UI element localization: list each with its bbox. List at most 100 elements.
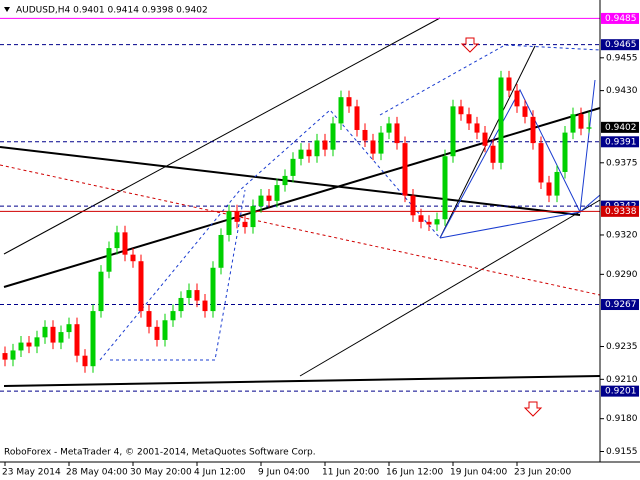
candle-body <box>250 206 256 228</box>
candle-body <box>154 326 160 340</box>
candle-body <box>458 106 464 115</box>
y-tick-label: 0.9180 <box>606 414 638 424</box>
candle-body <box>394 123 400 144</box>
candle-body <box>434 219 440 225</box>
level-label-box <box>601 12 639 24</box>
wave-line <box>99 109 441 361</box>
level-label-box <box>601 121 639 133</box>
down-arrow <box>460 37 480 53</box>
candle-body <box>370 140 376 154</box>
candle-body <box>522 106 528 117</box>
trend-line <box>0 146 581 216</box>
y-tick-label: 0.9455 <box>606 53 638 63</box>
y-tick-label: 0.9320 <box>606 230 638 240</box>
candle-body <box>18 342 24 351</box>
candle-body <box>578 114 584 129</box>
wave-line <box>110 189 246 361</box>
candle-body <box>130 254 136 262</box>
x-tick-label: 30 May 20:00 <box>130 468 192 478</box>
levels <box>0 17 600 392</box>
candle-body <box>274 185 280 201</box>
level-label: 0.9391 <box>605 137 637 147</box>
candle-body <box>346 97 352 107</box>
level-label: 0.9338 <box>605 207 637 217</box>
candle-body <box>202 300 208 312</box>
x-tick-label: 11 Jun 20:00 <box>322 468 379 478</box>
x-tick-label: 28 May 04:00 <box>66 468 128 478</box>
candle-body <box>554 171 560 196</box>
candle-body <box>50 326 56 343</box>
candle-body <box>450 106 456 157</box>
candle-body <box>162 320 168 340</box>
x-tick-label: 4 Jun 12:00 <box>194 468 246 478</box>
candle-body <box>530 116 536 144</box>
x-tick-label: 19 Jun 04:00 <box>450 468 507 478</box>
candle-body <box>474 123 480 133</box>
candle-body <box>186 290 192 298</box>
candle-body <box>82 355 88 367</box>
chart-title: AUDUSD,H4 0.9401 0.9414 0.9398 0.9402 <box>16 6 208 16</box>
candle-body <box>58 332 64 343</box>
candle-body <box>98 271 104 312</box>
candle-body <box>354 106 360 130</box>
y-tick-label: 0.9235 <box>606 342 638 352</box>
candle-body <box>506 77 512 91</box>
support-line <box>0 164 601 296</box>
candle-body <box>546 182 552 196</box>
candle-body <box>442 156 448 220</box>
channel-line <box>299 199 601 377</box>
down-arrow <box>523 401 543 417</box>
candle-body <box>170 311 176 321</box>
candle-body <box>322 140 328 150</box>
candle-body <box>146 311 152 327</box>
candle-body <box>330 123 336 150</box>
candle-body <box>402 143 408 196</box>
level-label: 0.9485 <box>605 14 637 24</box>
candle-body <box>338 97 344 124</box>
candle-body <box>258 195 264 207</box>
x-tick-label: 16 Jun 12:00 <box>386 468 443 478</box>
axes: 0.9455 0.9430 0.9375 0.9320 0.9290 0.9235 0.92… <box>2 12 639 478</box>
candle-body <box>178 297 184 312</box>
candle-body <box>562 132 568 172</box>
level-label: 0.9402 <box>605 123 637 133</box>
candle-body <box>10 350 16 360</box>
candle-body <box>378 132 384 154</box>
candles <box>2 70 592 373</box>
level-label: 0.9465 <box>605 40 637 50</box>
candle-body <box>418 215 424 222</box>
candle-body <box>26 342 32 347</box>
candle-body <box>194 290 200 301</box>
level-label-box <box>601 299 639 311</box>
candle-body <box>514 90 520 107</box>
y-tick-label: 0.9430 <box>606 86 638 96</box>
wave-line <box>439 79 596 239</box>
level-label: 0.9201 <box>605 387 637 397</box>
candle-body <box>114 232 120 249</box>
candle-body <box>386 123 392 133</box>
candle-body <box>242 221 248 228</box>
y-tick-label: 0.9290 <box>606 270 638 280</box>
wave-line <box>379 44 601 116</box>
channel-line <box>3 17 441 255</box>
candle-body <box>570 114 576 133</box>
candle-body <box>42 326 48 338</box>
candle-body <box>138 261 144 312</box>
candle-body <box>106 248 112 272</box>
y-tick-label: 0.9155 <box>606 447 638 457</box>
title-icon <box>4 7 10 12</box>
candle-body <box>290 158 296 176</box>
candle-body <box>90 311 96 367</box>
candle-body <box>74 324 80 356</box>
candle-body <box>234 211 240 222</box>
candle-body <box>362 129 368 141</box>
footer: RoboForex - MetaTrader 4, © 2001-2014, M… <box>4 448 316 458</box>
candle-body <box>282 175 288 186</box>
y-tick-label: 0.9210 <box>606 375 638 385</box>
candle-body <box>426 221 432 225</box>
candle-body <box>266 195 272 201</box>
y-tick-label: 0.9375 <box>606 158 638 168</box>
candle-body <box>466 114 472 124</box>
candle-body <box>538 143 544 183</box>
